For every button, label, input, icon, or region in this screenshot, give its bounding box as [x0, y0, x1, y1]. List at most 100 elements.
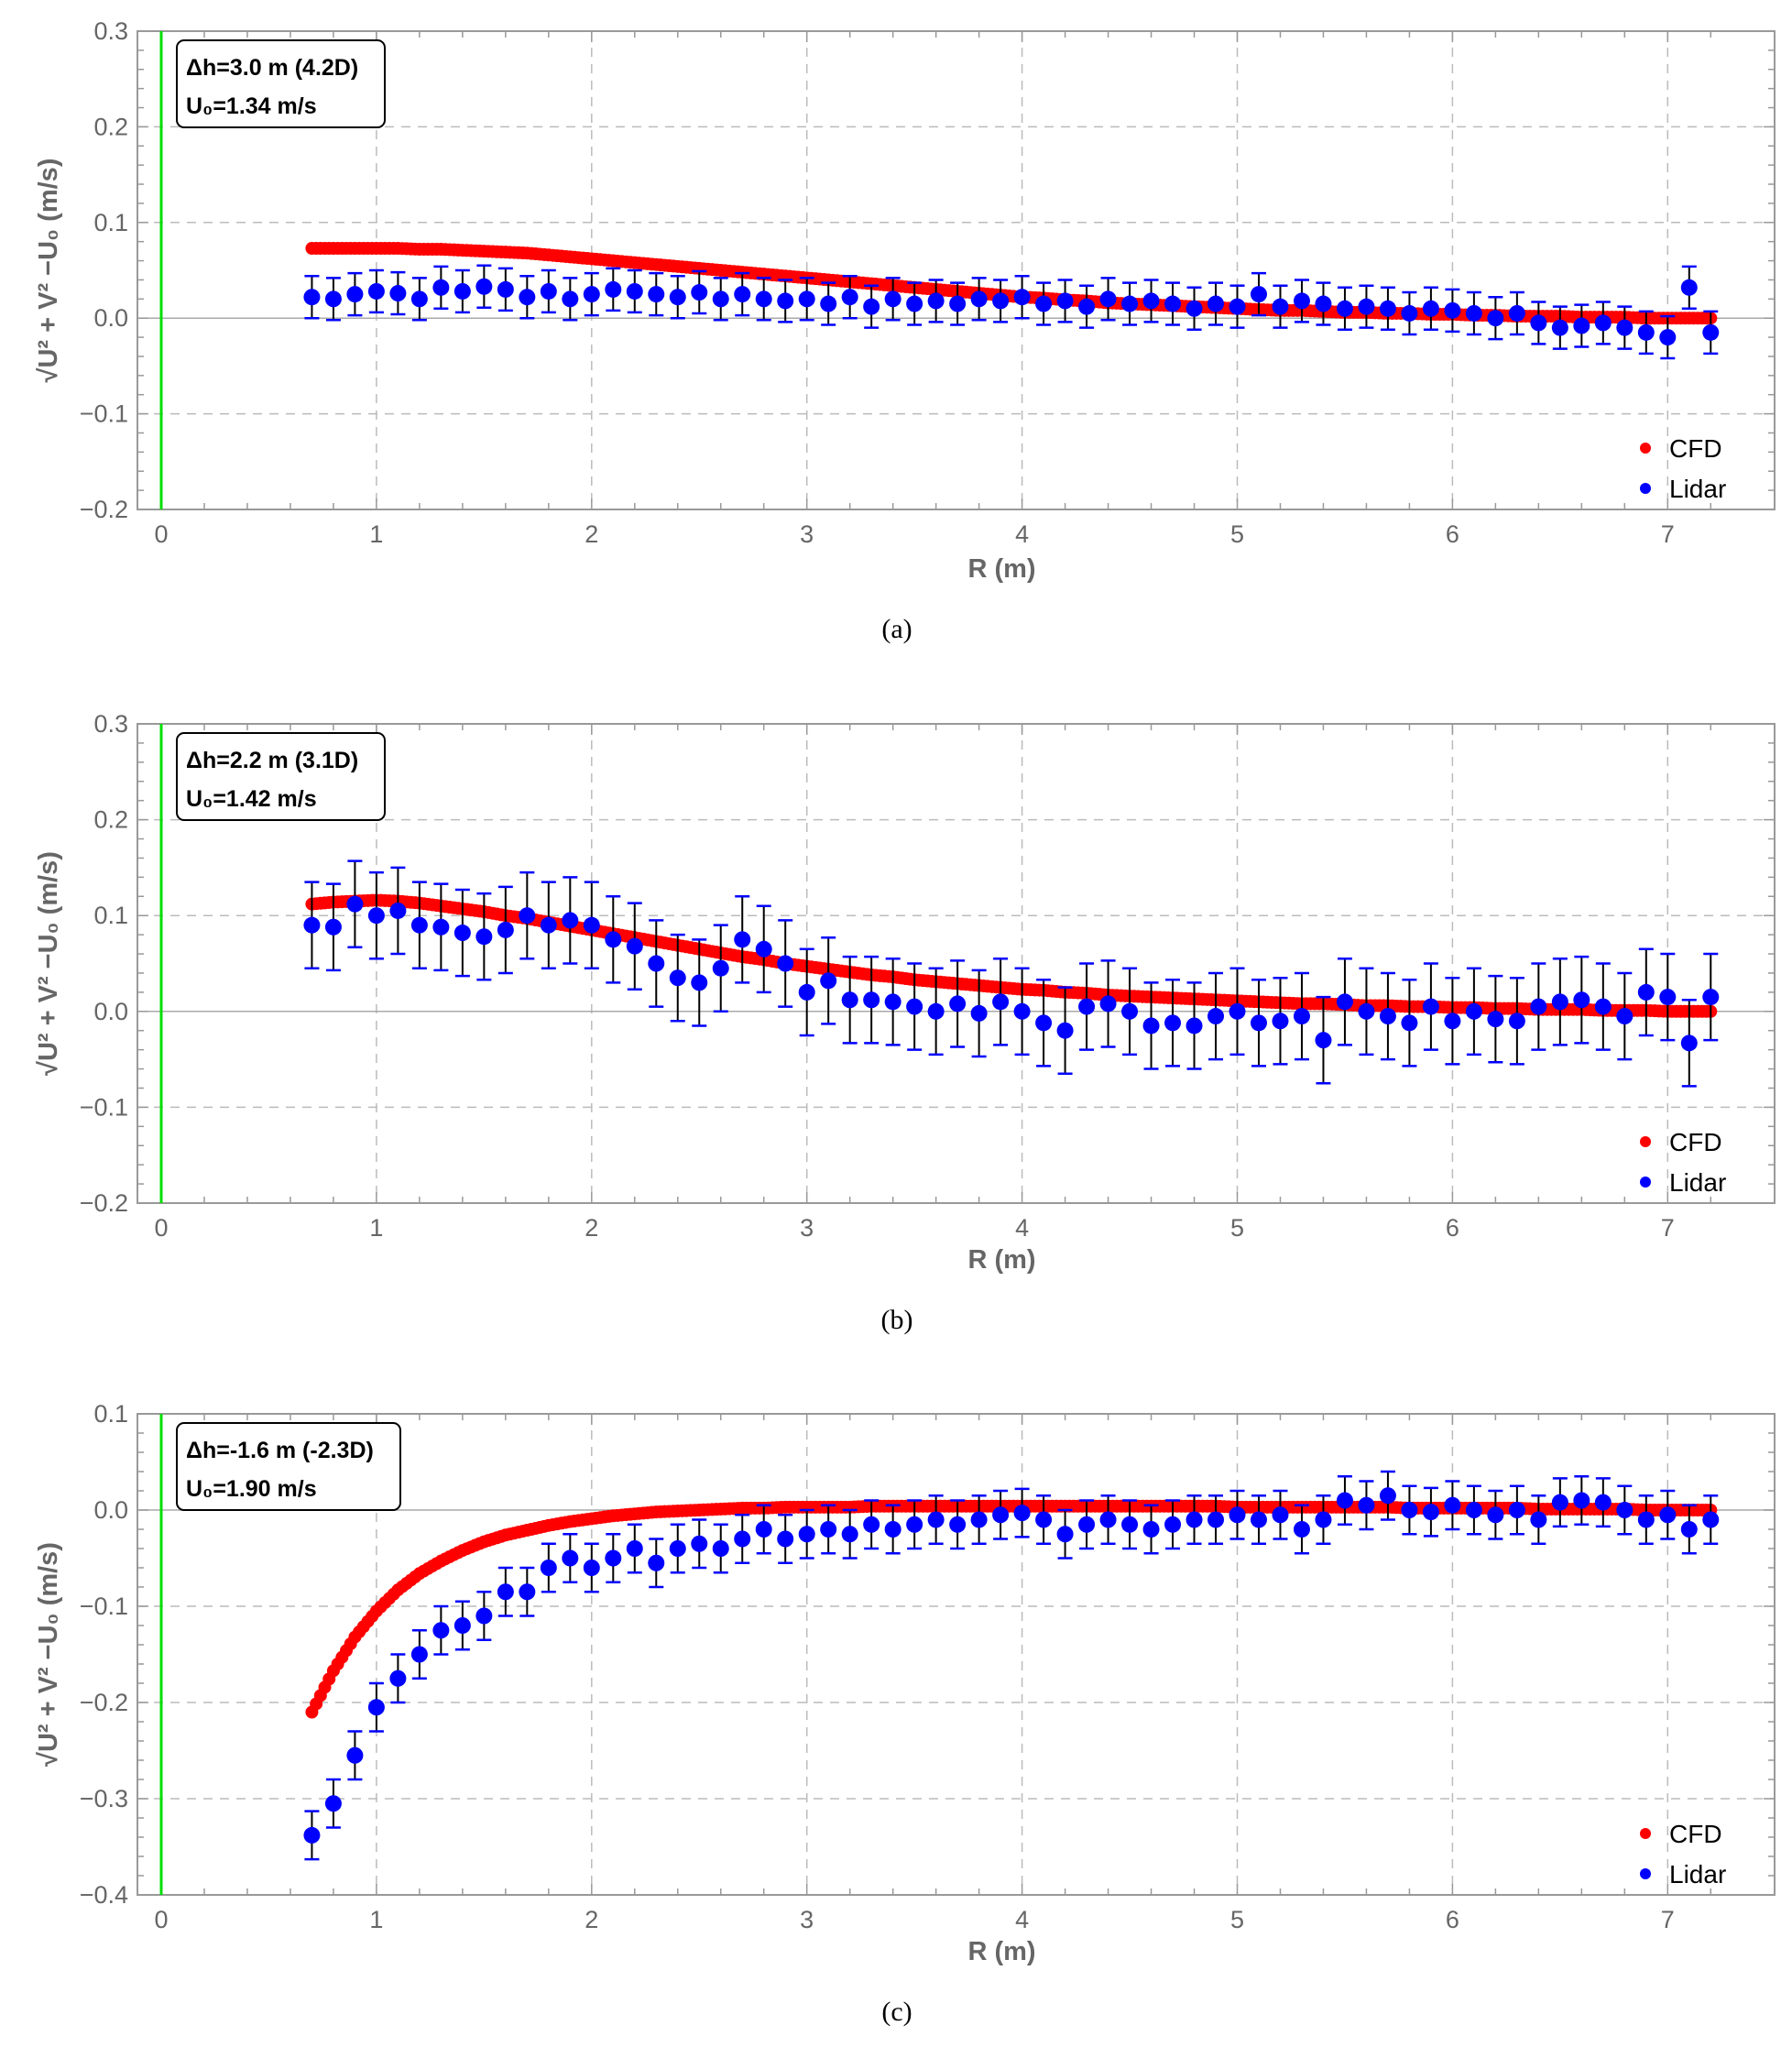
lidar-point: [1594, 1494, 1612, 1511]
lidar-point: [755, 290, 772, 308]
lidar-point: [1272, 1506, 1289, 1524]
lidar-point: [1379, 300, 1396, 317]
lidar-point: [1207, 1511, 1225, 1528]
lidar-point: [432, 1622, 450, 1639]
lidar-point: [820, 295, 837, 312]
lidar-point: [1336, 993, 1353, 1011]
lidar-point: [1229, 1506, 1246, 1524]
legend-label-lidar: Lidar: [1669, 475, 1726, 503]
lidar-point: [863, 1516, 880, 1533]
x-tick-label: 1: [369, 1906, 383, 1933]
annotation-box: [176, 732, 386, 821]
lidar-point: [346, 1746, 364, 1764]
annotation-line: Δh=3.0 m (4.2D): [186, 55, 358, 81]
lidar-point: [519, 1583, 536, 1601]
x-tick-label: 2: [585, 1906, 598, 1933]
lidar-point: [669, 1540, 686, 1557]
lidar-point: [1594, 314, 1612, 332]
lidar-point: [1401, 1502, 1418, 1518]
lidar-point: [734, 931, 751, 948]
lidar-point: [1422, 1504, 1439, 1521]
y-tick-label: −0.4: [80, 1881, 128, 1909]
lidar-point: [841, 991, 858, 1009]
lidar-point: [970, 1004, 988, 1022]
lidar-point: [410, 916, 428, 934]
lidar-point: [540, 282, 557, 300]
lidar-point: [432, 918, 450, 936]
lidar-point: [1315, 1511, 1332, 1528]
lidar-point: [626, 937, 643, 955]
lidar-point: [648, 1554, 665, 1571]
lidar-point: [798, 290, 815, 308]
lidar-point: [992, 1506, 1010, 1524]
x-tick-label: 7: [1661, 1214, 1675, 1242]
lidar-point: [1250, 286, 1267, 303]
lidar-point: [1551, 1494, 1568, 1511]
lidar-point: [1680, 1034, 1698, 1052]
lidar-point: [1121, 295, 1139, 312]
lidar-point: [648, 286, 665, 303]
x-axis-label: R (m): [967, 554, 1035, 584]
lidar-point: [605, 280, 622, 298]
lidar-point: [1013, 289, 1031, 306]
x-axis-label: R (m): [967, 1937, 1035, 1966]
lidar-point: [669, 289, 686, 306]
lidar-point: [1659, 329, 1677, 346]
lidar-point: [1293, 1521, 1310, 1538]
lidar-point: [1336, 1492, 1353, 1509]
lidar-point: [906, 998, 923, 1015]
x-tick-label: 6: [1446, 520, 1459, 548]
lidar-point: [1616, 1008, 1634, 1025]
x-tick-label: 1: [369, 1214, 383, 1242]
lidar-point: [1530, 998, 1547, 1015]
lidar-point: [1078, 298, 1096, 315]
lidar-point: [841, 289, 858, 306]
lidar-point: [1487, 1011, 1504, 1028]
lidar-point: [1358, 1002, 1375, 1020]
lidar-point: [303, 289, 321, 306]
lidar-point: [1121, 1002, 1139, 1020]
lidar-point: [906, 295, 923, 312]
lidar-point: [648, 955, 665, 972]
y-tick-label: 0.3: [93, 17, 128, 45]
lidar-point: [1358, 1496, 1375, 1514]
y-tick-label: 0.1: [93, 209, 128, 236]
lidar-point: [540, 1560, 557, 1576]
lidar-point: [1616, 319, 1634, 336]
lidar-point: [497, 280, 514, 298]
x-tick-label: 3: [800, 1214, 814, 1242]
lidar-point: [1637, 983, 1655, 1001]
lidar-point: [1465, 1502, 1482, 1518]
legend-marker-lidar: [1640, 483, 1651, 494]
lidar-point: [1422, 998, 1439, 1015]
lidar-point: [1680, 279, 1698, 296]
lidar-point: [1056, 292, 1074, 310]
lidar-point: [1487, 1506, 1504, 1524]
x-tick-label: 5: [1230, 520, 1244, 548]
lidar-point: [475, 928, 493, 946]
lidar-point: [519, 907, 536, 925]
lidar-point: [1207, 1008, 1225, 1025]
lidar-point: [1508, 1502, 1525, 1518]
panel-caption: (c): [881, 1997, 912, 2027]
lidar-point: [906, 1516, 923, 1533]
lidar-point: [1121, 1516, 1139, 1533]
lidar-point: [367, 907, 385, 925]
lidar-point: [1508, 304, 1525, 322]
annotation-box: [176, 39, 386, 128]
lidar-point: [927, 292, 945, 310]
annotation-line: U₀=1.90 m/s: [186, 1476, 317, 1502]
lidar-point: [389, 1669, 407, 1687]
legend-marker-cfd: [1640, 1828, 1651, 1839]
lidar-point: [1186, 300, 1203, 317]
legend-marker-lidar: [1640, 1177, 1651, 1188]
lidar-point: [1315, 295, 1332, 312]
lidar-point: [1487, 310, 1504, 327]
lidar-point: [453, 1617, 471, 1634]
legend-label-lidar: Lidar: [1669, 1860, 1726, 1888]
lidar-point: [734, 1530, 751, 1548]
lidar-point: [1573, 317, 1590, 334]
lidar-point: [1164, 295, 1182, 312]
lidar-point: [346, 286, 364, 303]
lidar-point: [562, 290, 579, 308]
